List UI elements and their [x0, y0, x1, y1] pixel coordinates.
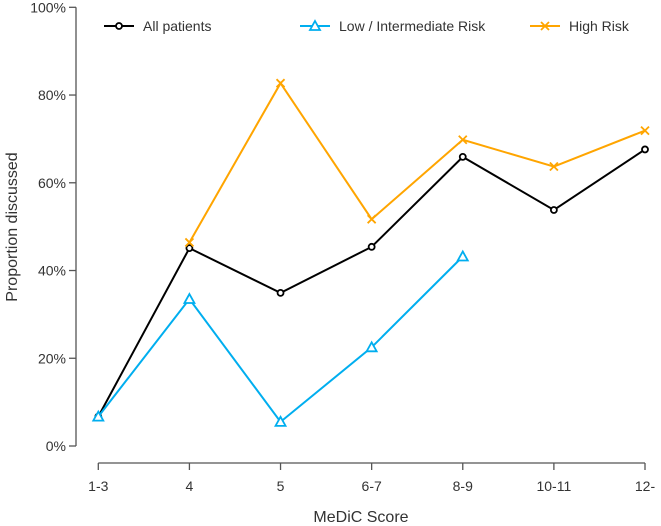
legend-label: High Risk — [569, 18, 630, 34]
data-point — [549, 161, 559, 172]
y-tick-label: 20% — [38, 350, 66, 366]
legend-item: High Risk — [530, 18, 630, 34]
legend-label: All patients — [143, 18, 211, 34]
x-tick-label: 6-7 — [362, 478, 382, 494]
legend-item: All patients — [104, 18, 211, 34]
data-point — [458, 152, 467, 161]
series-group — [91, 78, 650, 427]
data-point — [367, 242, 376, 251]
series-line — [97, 255, 464, 424]
data-point — [276, 288, 285, 297]
series-line — [97, 148, 646, 418]
data-point — [365, 340, 379, 353]
data-point — [641, 145, 649, 154]
x-tick-label: 12- — [635, 478, 656, 494]
series-low-intermediate-risk — [91, 249, 470, 427]
y-tick-label: 80% — [38, 87, 66, 103]
legend-marker — [115, 22, 123, 30]
x-tick-label: 4 — [186, 478, 194, 494]
legend-marker — [540, 21, 550, 31]
x-axis-label: MeDiC Score — [313, 509, 408, 526]
data-point — [91, 409, 105, 422]
legend-marker — [308, 19, 322, 31]
data-point — [367, 214, 377, 224]
data-point — [182, 292, 196, 304]
x-tick-label: 8-9 — [453, 478, 473, 494]
data-point — [185, 244, 194, 253]
data-point — [458, 135, 468, 145]
data-point — [549, 206, 558, 214]
x-tick-label: 10-11 — [536, 478, 571, 494]
x-tick-label: 5 — [277, 478, 285, 494]
data-point — [456, 249, 470, 262]
series-high-risk — [184, 78, 650, 248]
data-point — [184, 237, 195, 248]
legend-item: Low / Intermediate Risk — [300, 18, 486, 34]
y-tick-label: 60% — [38, 175, 66, 191]
series-line — [188, 81, 646, 243]
series-all-patients — [94, 145, 649, 421]
legend: All patients Low / Intermediate Risk High … — [104, 18, 630, 34]
y-tick-label: 0% — [46, 438, 66, 454]
y-tick-label: 100% — [30, 0, 66, 15]
data-point — [640, 125, 650, 136]
y-axis-label: Proportion discussed — [4, 152, 21, 301]
y-tick-label: 40% — [38, 263, 66, 279]
legend-label: Low / Intermediate Risk — [339, 18, 486, 34]
x-tick-label: 1-3 — [88, 478, 108, 494]
data-point — [275, 78, 286, 88]
data-point — [274, 415, 288, 427]
axes: 0% 20% 40% 60% 80% 100% 1-3 4 5 6-7 8-9 10-11 12- — [30, 0, 655, 494]
